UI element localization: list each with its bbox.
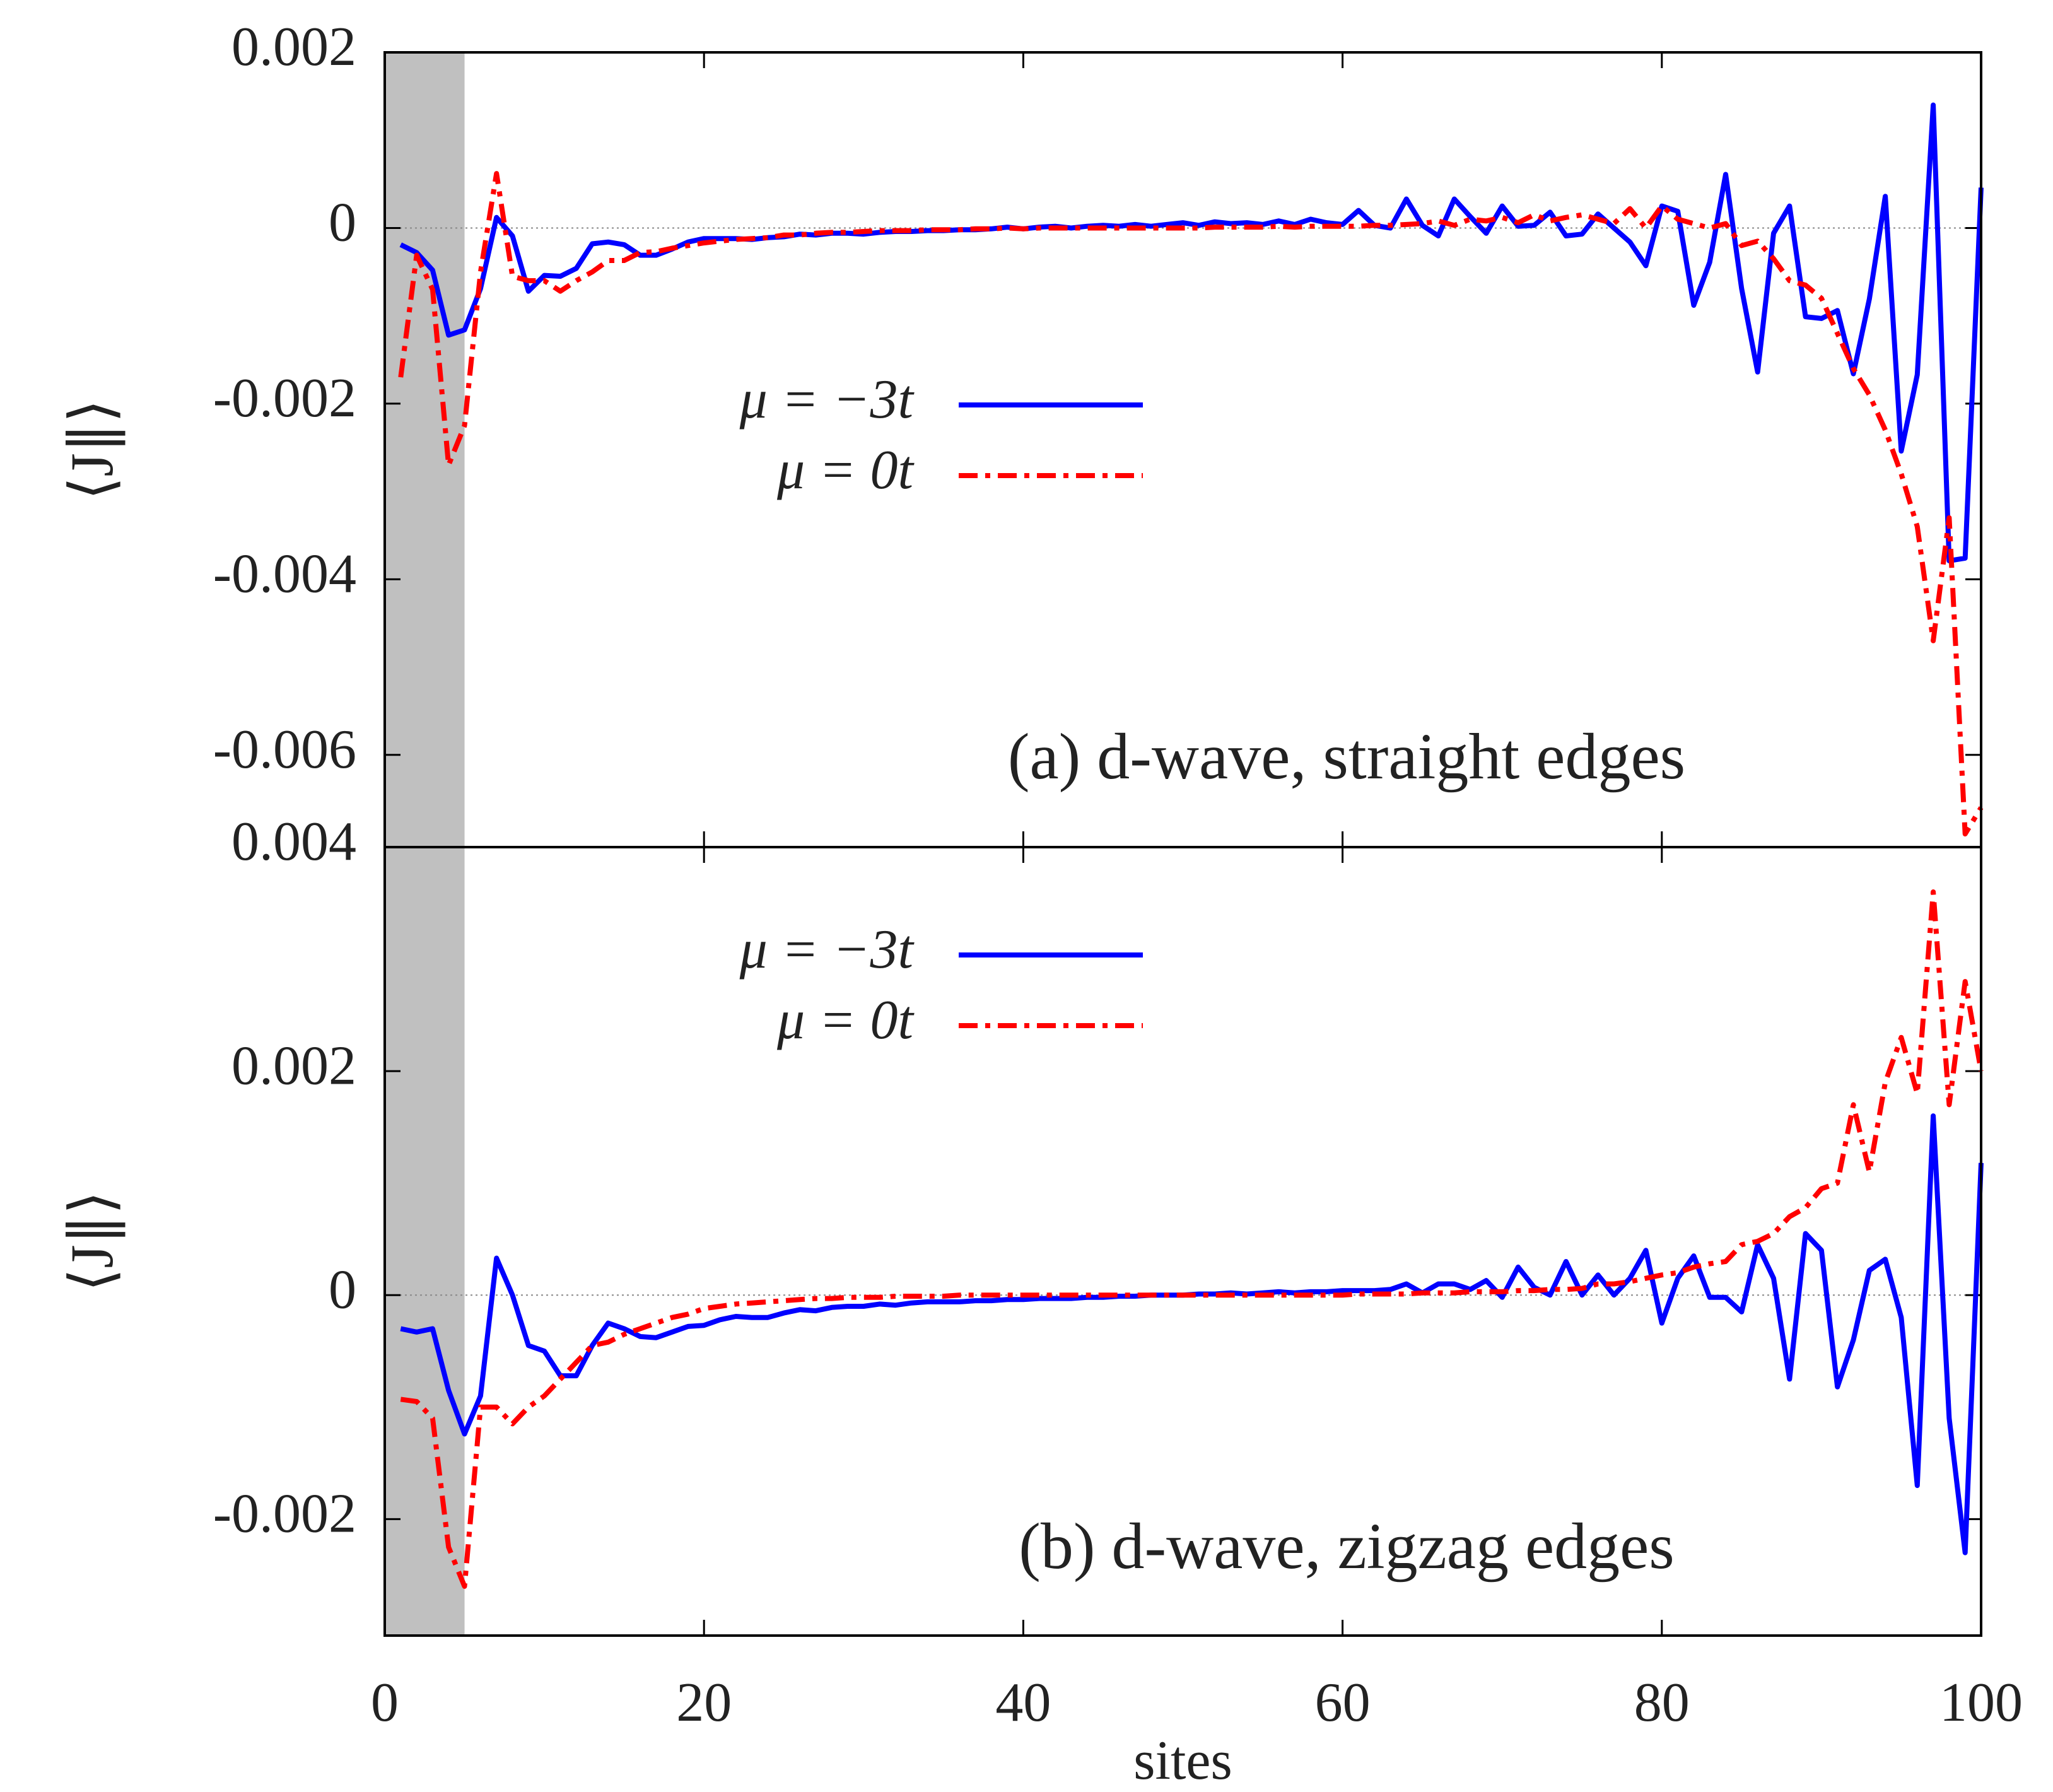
- y-tick-label: 0.002: [231, 16, 356, 78]
- shaded-region: [385, 52, 465, 847]
- y-tick-label: -0.004: [213, 544, 356, 605]
- legend-label: μ = −3t: [739, 369, 915, 430]
- y-axis-label: ⟨J∥⟩: [58, 1191, 126, 1292]
- annotation: (b) d-wave, zigzag edges: [1019, 1510, 1675, 1583]
- y-tick-label: -0.002: [213, 1484, 356, 1545]
- y-tick-label: -0.002: [213, 368, 356, 429]
- x-tick-label: 80: [1634, 1672, 1690, 1733]
- series-line: [399, 102, 1984, 564]
- plot-frame: [383, 846, 1982, 1637]
- x-tick-label: 60: [1315, 1672, 1371, 1733]
- y-tick-label: 0.002: [231, 1035, 356, 1096]
- x-axis-label: sites: [1133, 1730, 1232, 1791]
- x-tick-label: 20: [676, 1672, 732, 1733]
- series-line: [398, 171, 1984, 837]
- annotation: (a) d-wave, straight edges: [1008, 720, 1685, 793]
- series-line: [400, 889, 1984, 1589]
- y-tick-label: 0.004: [231, 811, 356, 872]
- shaded-region: [385, 847, 465, 1636]
- legend-label: μ = 0t: [776, 990, 915, 1051]
- y-tick-label: 0: [329, 192, 356, 254]
- legend-label: μ = −3t: [739, 919, 915, 980]
- x-tick-label: 0: [371, 1672, 399, 1733]
- x-tick-label: 40: [995, 1672, 1051, 1733]
- x-tick-label: 100: [1939, 1672, 2023, 1733]
- legend-label: μ = 0t: [776, 440, 915, 501]
- series-line: [400, 1113, 1984, 1555]
- y-tick-label: -0.006: [213, 719, 356, 780]
- y-axis-label: ⟨J∥⟩: [58, 399, 126, 500]
- y-tick-label: 0: [329, 1259, 356, 1320]
